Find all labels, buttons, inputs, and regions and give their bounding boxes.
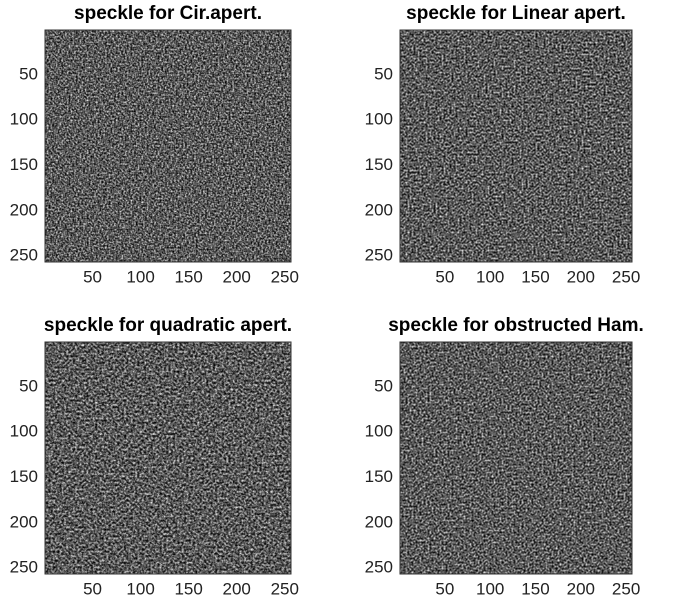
y-tick-label: 200 — [365, 512, 393, 531]
x-tick-label: 250 — [612, 267, 640, 286]
y-tick-label: 150 — [365, 467, 393, 486]
x-tick-label: 50 — [83, 267, 102, 286]
x-tick-label: 100 — [476, 267, 504, 286]
y-tick-label: 200 — [10, 200, 38, 219]
x-tick-label: 200 — [567, 579, 595, 598]
x-tick-label: 50 — [435, 267, 454, 286]
axes-box — [44, 29, 292, 263]
subplot-title: speckle for Linear apert. — [406, 3, 626, 24]
x-tick-label: 250 — [271, 267, 299, 286]
y-tick-label: 150 — [10, 155, 38, 174]
y-tick-label: 150 — [10, 467, 38, 486]
x-tick-label: 150 — [174, 267, 202, 286]
y-tick-label: 100 — [365, 422, 393, 441]
y-tick-label: 200 — [10, 512, 38, 531]
y-tick-label: 250 — [365, 246, 393, 265]
y-tick-label: 50 — [374, 376, 393, 395]
x-tick-label: 200 — [567, 267, 595, 286]
x-tick-label: 100 — [126, 267, 154, 286]
y-tick-label: 100 — [10, 110, 38, 129]
axes-box — [399, 341, 633, 575]
x-tick-label: 150 — [174, 579, 202, 598]
y-tick-label: 50 — [374, 64, 393, 83]
x-tick-label: 150 — [521, 579, 549, 598]
x-tick-label: 250 — [271, 579, 299, 598]
x-tick-label: 150 — [521, 267, 549, 286]
y-tick-label: 50 — [19, 64, 38, 83]
axes-box — [44, 341, 292, 575]
y-tick-label: 250 — [365, 558, 393, 577]
y-tick-label: 150 — [365, 155, 393, 174]
x-tick-label: 100 — [476, 579, 504, 598]
y-tick-label: 200 — [365, 200, 393, 219]
subplot-title: speckle for obstructed Ham. — [388, 315, 644, 336]
x-tick-label: 100 — [126, 579, 154, 598]
speckle-image — [400, 30, 632, 262]
x-tick-label: 50 — [83, 579, 102, 598]
x-tick-label: 50 — [435, 579, 454, 598]
y-tick-label: 100 — [365, 110, 393, 129]
speckle-image — [45, 30, 291, 262]
y-tick-label: 250 — [10, 558, 38, 577]
y-tick-label: 250 — [10, 246, 38, 265]
x-tick-label: 250 — [612, 579, 640, 598]
x-tick-label: 200 — [223, 579, 251, 598]
x-tick-label: 200 — [223, 267, 251, 286]
y-tick-label: 100 — [10, 422, 38, 441]
axes-box — [399, 29, 633, 263]
speckle-image — [45, 342, 291, 574]
subplot-title: speckle for quadratic apert. — [44, 315, 292, 336]
speckle-image — [400, 342, 632, 574]
subplot-title: speckle for Cir.apert. — [74, 3, 262, 24]
y-tick-label: 50 — [19, 376, 38, 395]
